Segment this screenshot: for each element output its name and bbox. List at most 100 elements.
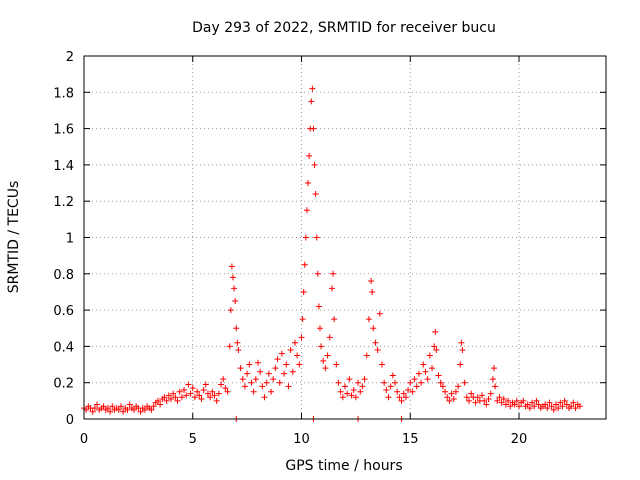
data-point <box>555 405 562 412</box>
data-point <box>289 368 296 375</box>
data-point <box>442 388 449 395</box>
data-point <box>561 397 568 404</box>
data-point <box>91 405 98 412</box>
data-point <box>489 376 496 383</box>
data-point <box>215 390 222 397</box>
data-point <box>385 394 392 401</box>
data-point <box>472 399 479 406</box>
y-tick-label: 0.6 <box>53 304 74 319</box>
data-point <box>529 399 536 406</box>
data-point <box>381 379 388 386</box>
data-point <box>226 343 233 350</box>
data-point <box>365 316 372 323</box>
data-point <box>202 381 209 388</box>
data-point <box>296 361 303 368</box>
data-point <box>305 180 312 187</box>
data-point <box>400 390 407 397</box>
data-point <box>355 379 362 386</box>
data-point <box>252 376 259 383</box>
data-point <box>465 397 472 404</box>
data-point <box>324 352 331 359</box>
data-point <box>394 388 401 395</box>
data-point <box>544 405 551 412</box>
data-point <box>420 361 427 368</box>
data-point <box>531 403 538 410</box>
data-point <box>372 339 379 346</box>
data-point <box>207 394 214 401</box>
data-point <box>444 394 451 401</box>
data-point <box>563 401 570 408</box>
data-point <box>241 383 248 390</box>
data-point <box>359 383 366 390</box>
data-point <box>572 405 579 412</box>
data-point <box>306 152 313 159</box>
data-point <box>316 325 323 332</box>
data-point <box>109 403 116 410</box>
x-tick-label: 10 <box>293 432 310 447</box>
data-point <box>369 288 376 295</box>
data-point <box>368 278 375 285</box>
data-point <box>396 394 403 401</box>
data-point <box>513 397 520 404</box>
data-point <box>181 386 188 393</box>
data-point <box>148 406 155 413</box>
data-point <box>333 361 340 368</box>
data-point <box>89 408 96 415</box>
data-point <box>150 403 157 410</box>
data-point <box>154 397 161 404</box>
data-point <box>389 372 396 379</box>
data-point <box>429 365 435 372</box>
data-point <box>157 401 164 408</box>
y-tick-label: 2 <box>66 50 74 65</box>
data-point <box>183 392 190 399</box>
data-point <box>315 303 322 310</box>
data-point <box>550 406 557 413</box>
data-point <box>278 350 285 357</box>
ticks-layer: 00.20.40.60.811.21.41.61.820 5 10 15 20 <box>53 50 606 447</box>
data-point <box>452 388 459 395</box>
data-point <box>204 390 211 397</box>
data-point <box>450 396 457 403</box>
data-point <box>124 406 131 413</box>
data-point <box>439 383 446 390</box>
data-point <box>196 392 203 399</box>
data-point <box>255 359 261 366</box>
data-point <box>342 383 348 390</box>
data-point <box>257 368 264 375</box>
data-point <box>229 274 236 281</box>
data-point <box>302 234 309 241</box>
data-point <box>237 365 244 372</box>
data-point <box>310 125 317 132</box>
data-point <box>348 392 355 399</box>
data-point <box>131 406 138 413</box>
data-point <box>100 403 107 410</box>
data-point <box>265 370 272 377</box>
data-point <box>259 383 266 390</box>
y-tick-label: 0 <box>66 413 74 428</box>
data-point <box>461 379 468 386</box>
data-point <box>432 328 439 335</box>
data-point <box>507 403 514 410</box>
data-point <box>220 376 227 383</box>
x-tick-label: 5 <box>189 432 197 447</box>
data-point <box>283 361 290 368</box>
data-point <box>387 383 394 390</box>
data-point <box>189 385 196 392</box>
data-point <box>490 365 497 372</box>
data-point <box>248 379 255 386</box>
data-point <box>294 352 301 359</box>
data-point <box>308 98 315 105</box>
data-point <box>224 388 231 395</box>
data-point <box>433 347 440 354</box>
data-point <box>526 405 533 412</box>
data-point <box>126 401 133 408</box>
data-point <box>276 379 283 386</box>
data-point <box>313 234 320 241</box>
data-point <box>312 190 319 197</box>
data-point <box>176 388 183 395</box>
data-point <box>218 381 225 388</box>
data-point <box>228 263 235 270</box>
x-tick-label: 15 <box>402 432 419 447</box>
data-point <box>402 394 409 401</box>
